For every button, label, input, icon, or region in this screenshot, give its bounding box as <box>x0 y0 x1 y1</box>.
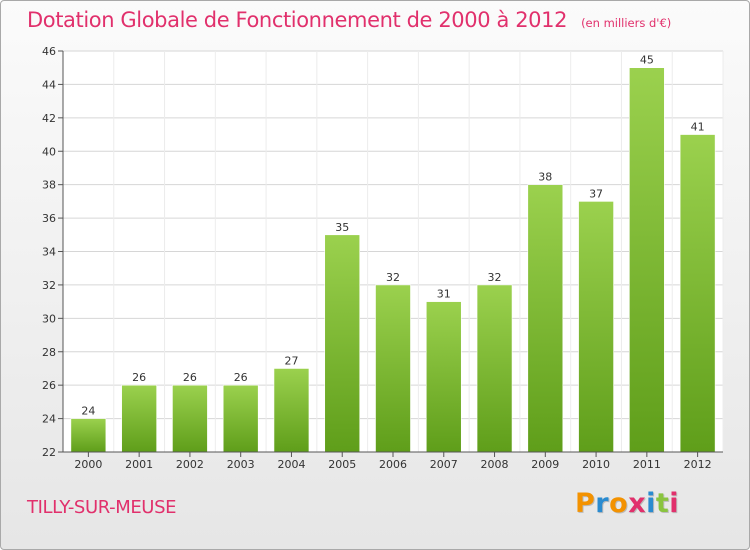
data-label: 27 <box>284 354 298 367</box>
proxiti-logo[interactable]: Proxiti <box>575 488 679 519</box>
data-label: 37 <box>589 187 603 200</box>
chart-title: Dotation Globale de Fonctionnement de 20… <box>27 8 671 32</box>
data-label: 31 <box>437 288 451 301</box>
x-tick-label: 2001 <box>125 458 153 471</box>
x-tick-label: 2000 <box>74 458 102 471</box>
data-label: 26 <box>183 371 197 384</box>
y-tick-label: 24 <box>42 413 56 426</box>
x-tick-label: 2009 <box>531 458 559 471</box>
bar[interactable] <box>425 301 462 453</box>
unit-note: (en milliers d'€) <box>581 16 672 30</box>
y-tick-label: 26 <box>42 379 56 392</box>
data-label: 32 <box>386 271 400 284</box>
logo-letter: i <box>646 488 656 519</box>
bar[interactable] <box>324 234 361 453</box>
y-tick-label: 40 <box>42 145 56 158</box>
x-tick-label: 2003 <box>227 458 255 471</box>
data-label: 32 <box>488 271 502 284</box>
y-tick-label: 44 <box>42 78 56 91</box>
x-tick-label: 2007 <box>430 458 458 471</box>
x-tick-label: 2002 <box>176 458 204 471</box>
place-name: TILLY-SUR-MEUSE <box>27 497 177 518</box>
bar[interactable] <box>476 284 513 453</box>
y-tick-label: 38 <box>42 179 56 192</box>
y-tick-label: 42 <box>42 112 56 125</box>
x-tick-label: 2010 <box>582 458 610 471</box>
logo-letter: i <box>669 488 680 519</box>
data-label: 41 <box>691 121 705 134</box>
x-tick-label: 2006 <box>379 458 407 471</box>
x-tick-label: 2005 <box>328 458 356 471</box>
data-label: 45 <box>640 54 654 67</box>
bar[interactable] <box>679 134 716 453</box>
labels: 22 24 26 28 30 32 34 36 38 40 42 44 46 24 2000 26 2001 26… <box>42 45 712 471</box>
chart-title-text: Dotation Globale de Fonctionnement de 20… <box>27 8 568 32</box>
x-tick-label: 2008 <box>481 458 509 471</box>
bar[interactable] <box>70 418 107 453</box>
data-label: 26 <box>132 371 146 384</box>
bar[interactable] <box>273 368 310 453</box>
bar[interactable] <box>172 384 208 453</box>
y-tick-label: 34 <box>42 246 56 259</box>
bar[interactable] <box>375 284 411 453</box>
y-tick-label: 22 <box>42 446 56 459</box>
data-label: 26 <box>234 371 248 384</box>
y-tick-label: 36 <box>42 212 56 225</box>
logo-letter: x <box>628 488 647 519</box>
y-tick-label: 28 <box>42 346 56 359</box>
axes <box>58 50 723 457</box>
y-tick-label: 30 <box>42 312 56 325</box>
data-label: 38 <box>538 171 552 184</box>
logo-letter: P <box>575 488 596 519</box>
bar[interactable] <box>629 67 665 453</box>
logo-letter: t <box>655 488 670 519</box>
bar[interactable] <box>527 184 564 453</box>
bar[interactable] <box>121 384 157 453</box>
bar[interactable] <box>222 384 259 453</box>
x-tick-label: 2011 <box>633 458 661 471</box>
bars <box>70 67 716 453</box>
x-tick-label: 2012 <box>684 458 712 471</box>
logo-letter: o <box>609 488 629 519</box>
data-label: 35 <box>335 221 349 234</box>
x-tick-label: 2004 <box>277 458 305 471</box>
data-label: 24 <box>81 405 95 418</box>
y-tick-label: 32 <box>42 279 56 292</box>
logo-letter: r <box>595 488 610 519</box>
y-tick-label: 46 <box>42 45 56 58</box>
bar[interactable] <box>578 201 614 453</box>
